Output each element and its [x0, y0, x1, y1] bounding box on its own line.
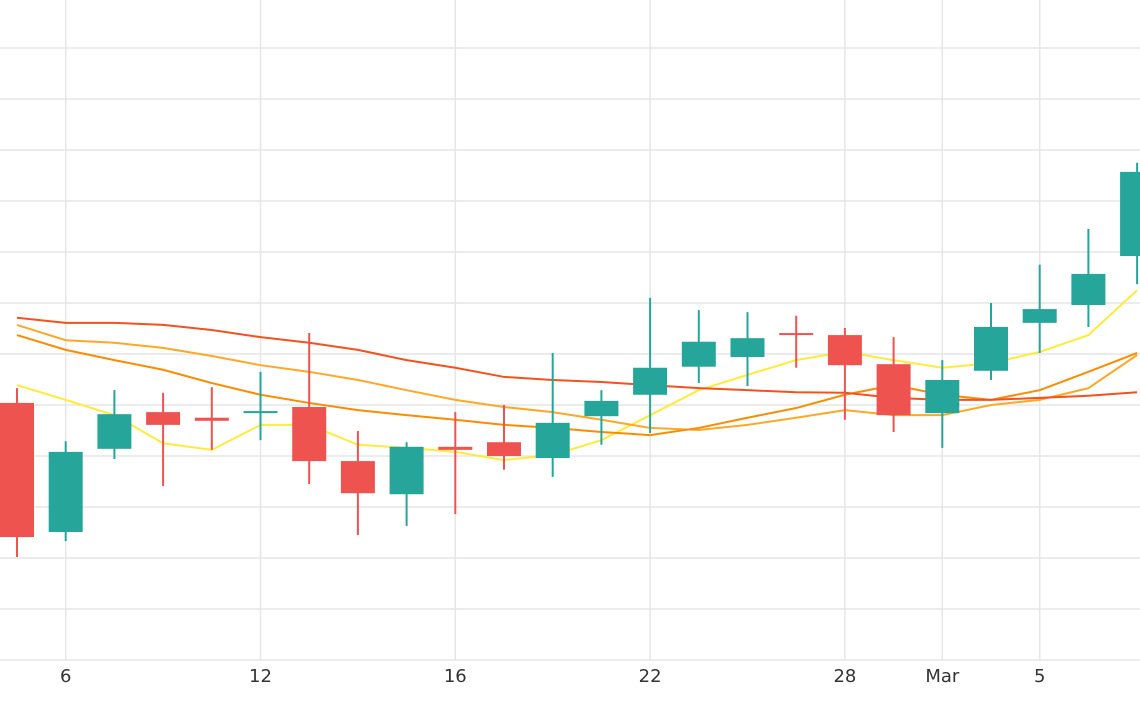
candle-body — [146, 412, 181, 425]
candle-body — [487, 442, 521, 456]
candle-body — [584, 400, 619, 417]
candle-body — [340, 461, 375, 494]
candle-body — [730, 338, 765, 358]
candles — [0, 162, 1140, 557]
moving-averages — [16, 289, 1138, 462]
candle-body — [633, 367, 668, 395]
moving-average-line — [16, 316, 1138, 401]
candle-body — [827, 335, 862, 366]
candle-body — [1120, 171, 1140, 257]
x-tick-label: 12 — [249, 666, 272, 687]
x-tick-label: Mar — [925, 666, 960, 687]
moving-average-line — [16, 323, 1138, 431]
x-tick-label: 16 — [444, 666, 467, 687]
candle-body — [438, 446, 473, 450]
candle-body — [1071, 273, 1106, 306]
x-tick-label: 28 — [833, 666, 856, 687]
candle-body — [925, 379, 960, 414]
candle-body — [48, 451, 83, 532]
moving-average-line — [16, 334, 1138, 437]
x-tick-label: 22 — [639, 666, 662, 687]
x-tick-label: 5 — [1034, 666, 1045, 687]
candle-body — [974, 326, 1008, 371]
candle-body — [876, 364, 911, 416]
x-axis: 6 12 16 22 28 Mar 5 — [60, 666, 1045, 687]
candle-body — [779, 333, 814, 336]
candle-body — [0, 402, 34, 538]
candle-body — [243, 411, 278, 414]
x-tick-label: 6 — [60, 666, 71, 687]
candle-body — [389, 446, 424, 495]
candle-body — [535, 422, 570, 459]
grid — [0, 0, 1140, 661]
moving-average-line — [16, 289, 1138, 462]
candle-body — [194, 417, 229, 421]
candle-body — [1022, 309, 1057, 323]
candle-body — [292, 407, 327, 462]
candle-body — [681, 341, 716, 367]
candle-body — [97, 414, 132, 449]
